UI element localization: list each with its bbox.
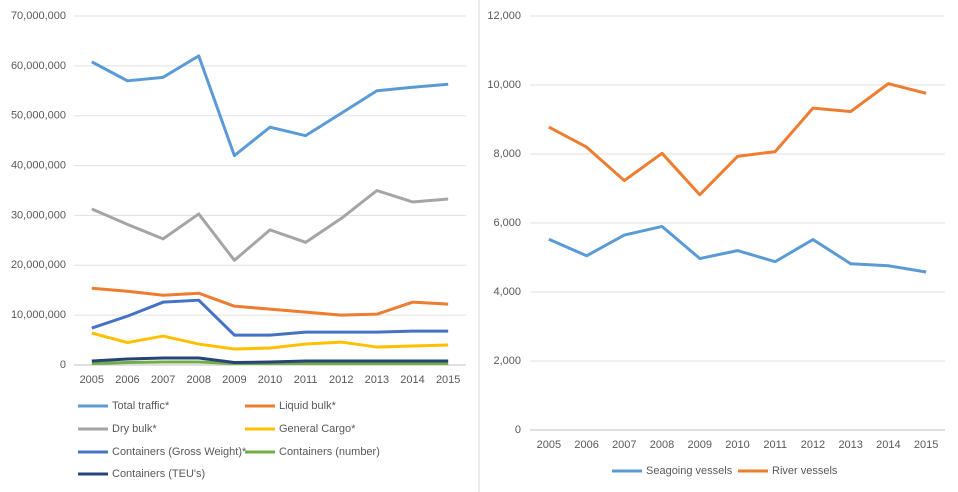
legend-label: Liquid bulk* [279, 400, 337, 412]
x-tick-label: 2012 [801, 439, 825, 451]
x-tick-label: 2006 [574, 439, 598, 451]
y-tick-label: 60,000,000 [11, 60, 66, 72]
y-tick-label: 40,000,000 [11, 159, 66, 171]
x-tick-label: 2013 [838, 439, 862, 451]
x-tick-label: 2014 [876, 439, 900, 451]
x-tick-label: 2011 [763, 439, 787, 451]
series-line [91, 356, 449, 365]
legend-label: Containers (number) [279, 446, 380, 458]
x-tick-label: 2011 [294, 374, 318, 386]
series-line [91, 54, 449, 158]
x-tick-label: 2009 [222, 374, 246, 386]
y-tick-label: 8,000 [493, 148, 521, 160]
legend-label: General Cargo* [279, 423, 356, 435]
x-tick-label: 2008 [650, 439, 674, 451]
legend-label: Containers (TEU's) [112, 468, 205, 480]
y-tick-label: 2,000 [493, 355, 521, 367]
series-line [548, 82, 927, 197]
y-tick-label: 6,000 [493, 217, 521, 229]
y-tick-label: 0 [515, 424, 521, 436]
x-tick-label: 2010 [725, 439, 749, 451]
x-tick-label: 2007 [612, 439, 636, 451]
y-tick-label: 70,000,000 [11, 10, 66, 22]
legend-label: Total traffic* [112, 400, 170, 412]
y-tick-label: 0 [60, 359, 66, 371]
legend-label: River vessels [772, 465, 838, 477]
series-line [91, 331, 449, 351]
y-tick-label: 50,000,000 [11, 110, 66, 122]
x-tick-label: 2015 [436, 374, 460, 386]
y-tick-label: 20,000,000 [11, 259, 66, 271]
legend-label: Seagoing vessels [646, 465, 733, 477]
x-tick-label: 2005 [80, 374, 104, 386]
x-tick-label: 2009 [688, 439, 712, 451]
x-tick-label: 2013 [365, 374, 389, 386]
series-line [91, 189, 449, 262]
x-tick-label: 2006 [115, 374, 139, 386]
x-tick-label: 2012 [329, 374, 353, 386]
y-tick-label: 10,000,000 [11, 309, 66, 321]
y-tick-label: 4,000 [493, 286, 521, 298]
legend-label: Dry bulk* [112, 423, 157, 435]
x-tick-label: 2015 [914, 439, 938, 451]
series-line [91, 298, 449, 337]
y-tick-label: 10,000 [487, 79, 521, 91]
series-line [91, 286, 449, 317]
x-tick-label: 2007 [151, 374, 175, 386]
y-tick-label: 12,000 [487, 10, 521, 22]
x-tick-label: 2005 [537, 439, 561, 451]
legend-label: Containers (Gross Weight)* [112, 446, 247, 458]
series-line [548, 224, 927, 274]
y-tick-label: 30,000,000 [11, 209, 66, 221]
x-tick-label: 2008 [186, 374, 210, 386]
x-tick-label: 2014 [400, 374, 424, 386]
x-tick-label: 2010 [258, 374, 282, 386]
